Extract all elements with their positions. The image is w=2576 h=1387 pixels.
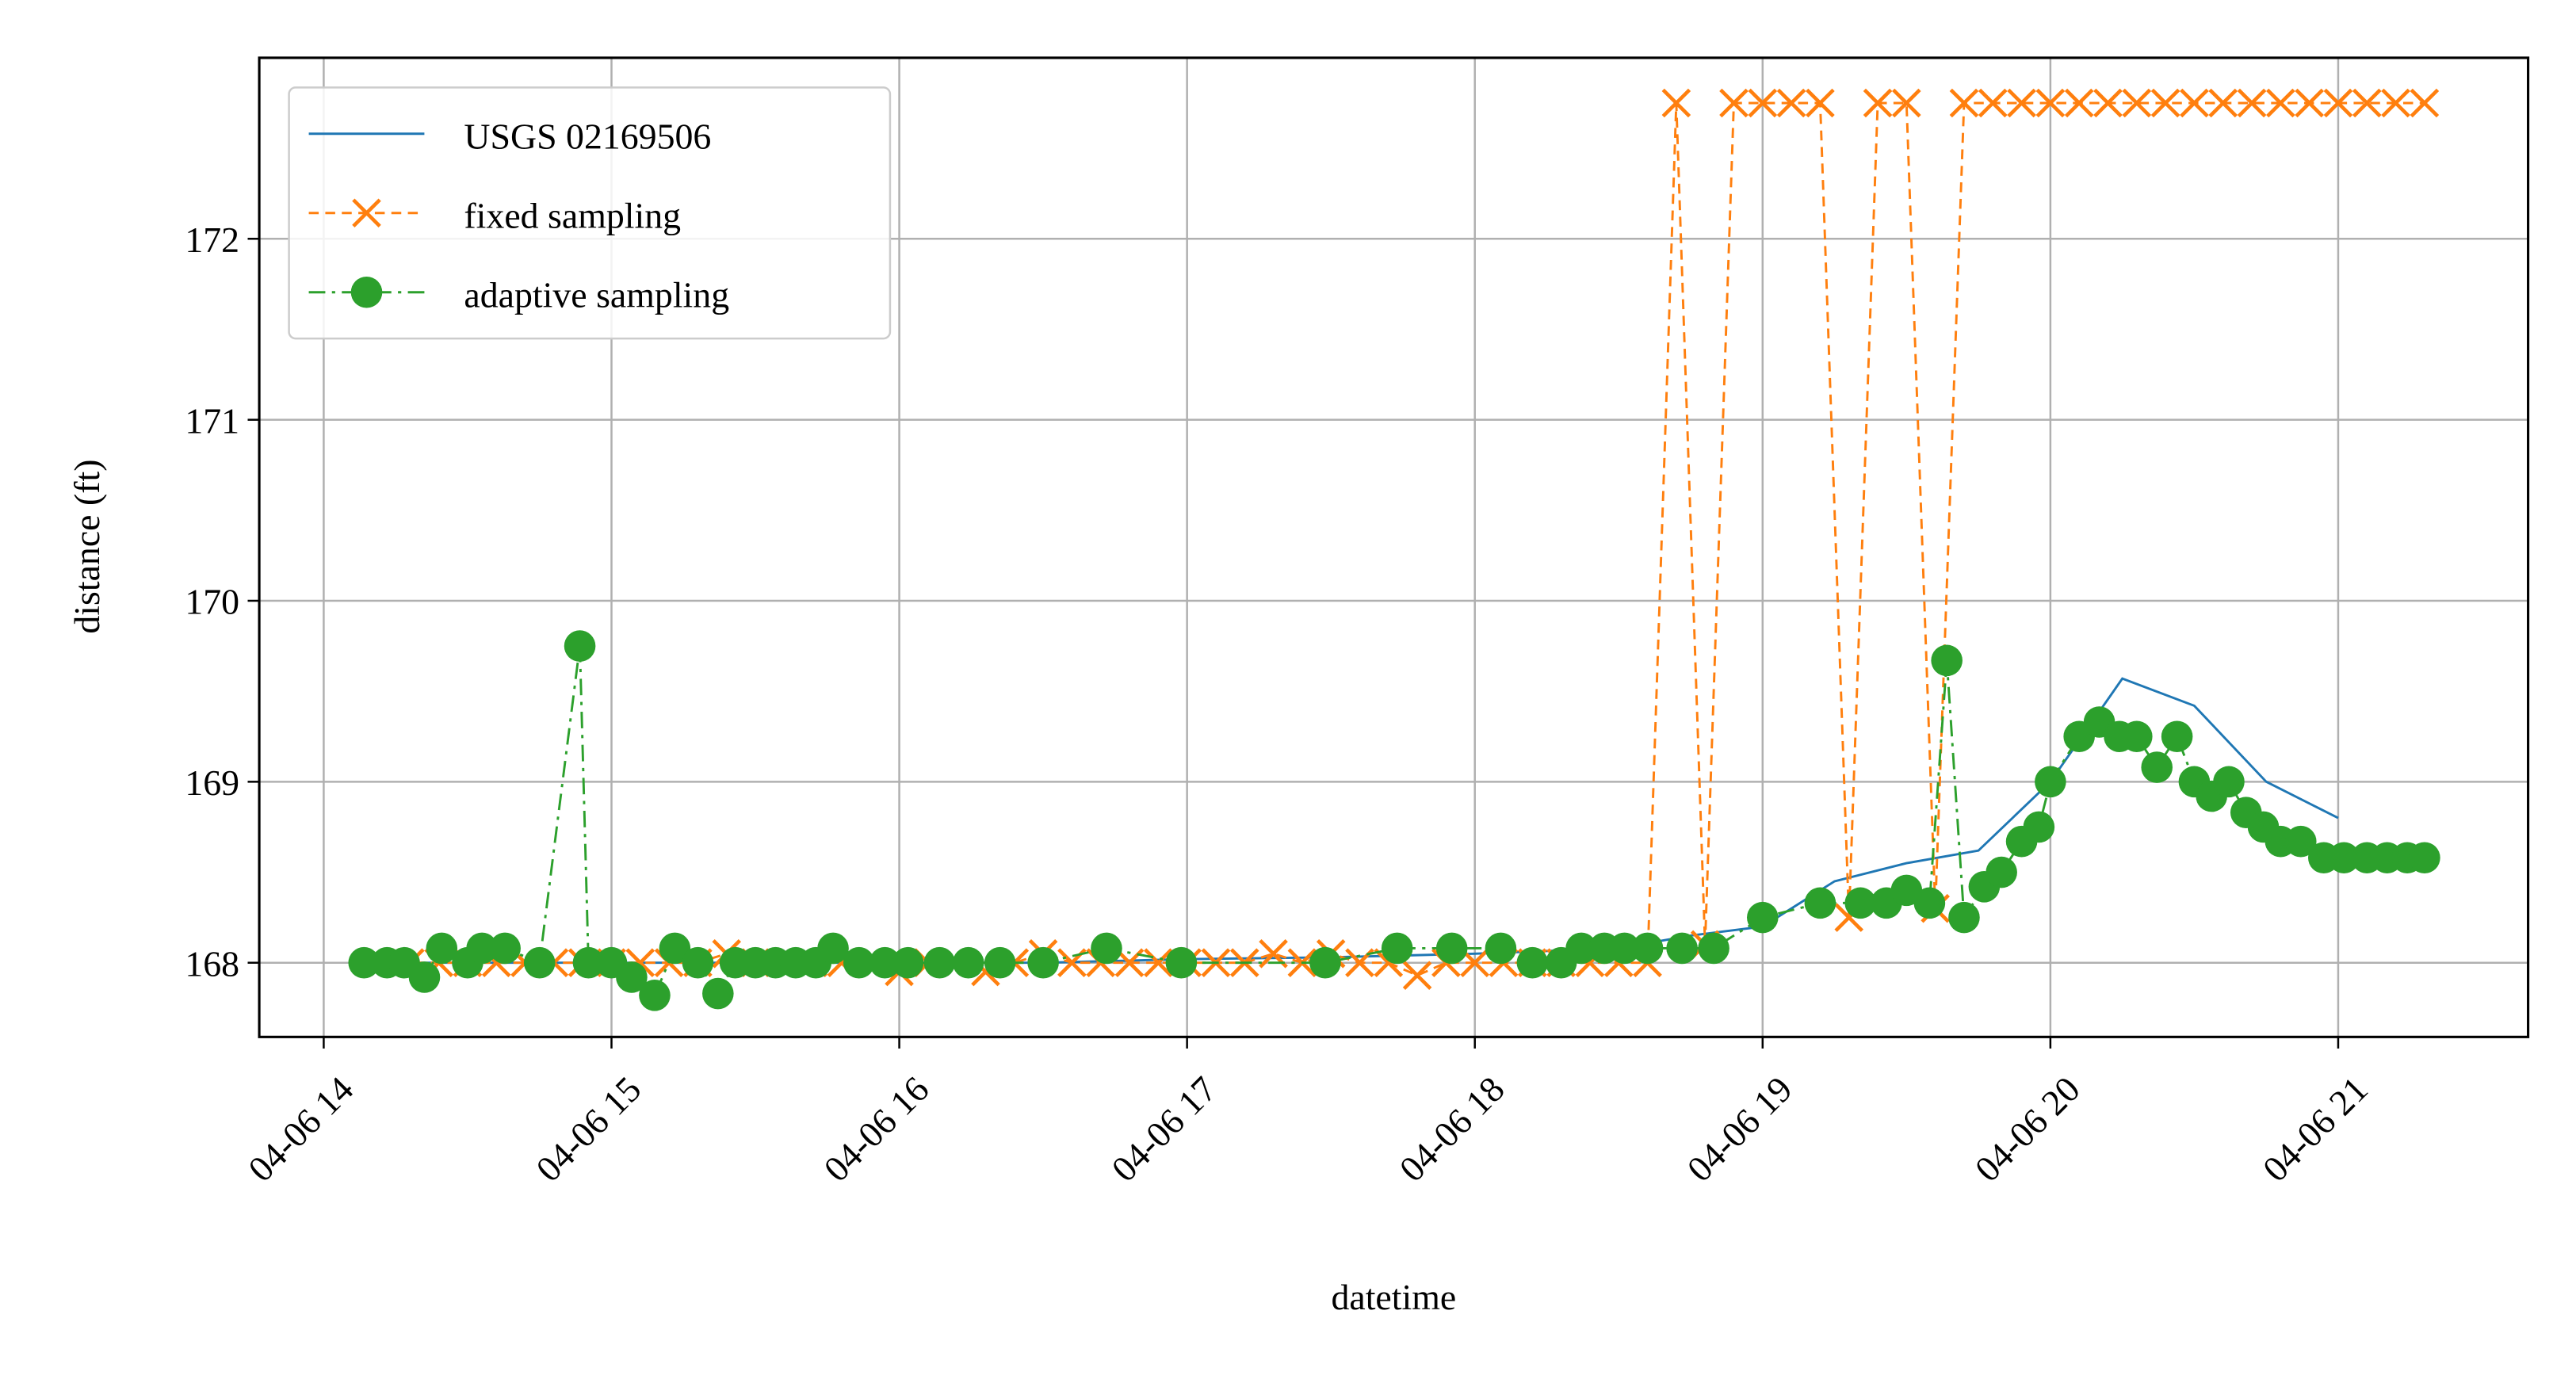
marker-x bbox=[2266, 88, 2295, 118]
marker-dot bbox=[2141, 751, 2173, 783]
marker-dot bbox=[1913, 887, 1946, 919]
marker-dot bbox=[426, 932, 458, 965]
legend-label: adaptive sampling bbox=[464, 275, 729, 315]
marker-dot bbox=[1565, 932, 1597, 965]
marker-dot bbox=[892, 946, 924, 979]
marker-x bbox=[2035, 88, 2066, 118]
marker-dot bbox=[1516, 946, 1549, 979]
marker-dot bbox=[923, 946, 956, 979]
marker-dot bbox=[564, 630, 596, 662]
marker-dot bbox=[466, 932, 498, 965]
marker-dot bbox=[1890, 874, 1923, 907]
y-axis-label: distance (ft) bbox=[67, 460, 107, 634]
marker-dot bbox=[1931, 644, 1963, 677]
marker-dot bbox=[869, 946, 901, 979]
marker-dot bbox=[639, 980, 671, 1011]
marker-x bbox=[1806, 88, 1835, 118]
marker-x bbox=[2381, 88, 2410, 118]
marker-x bbox=[1144, 948, 1173, 977]
marker-x bbox=[2410, 88, 2440, 118]
marker-x bbox=[2323, 88, 2353, 118]
marker-dot bbox=[659, 932, 691, 965]
marker-x bbox=[2093, 88, 2123, 118]
marker-dot bbox=[682, 946, 714, 979]
marker-dot bbox=[2023, 811, 2055, 843]
marker-dot bbox=[350, 276, 383, 308]
plot-area bbox=[348, 88, 2440, 1011]
marker-dot bbox=[1666, 932, 1698, 965]
marker-dot bbox=[1435, 932, 1468, 965]
marker-x bbox=[1892, 88, 1921, 118]
marker-dot bbox=[2213, 766, 2245, 798]
y-tick-label: 168 bbox=[185, 943, 239, 984]
marker-x bbox=[1661, 88, 1691, 118]
marker-dot bbox=[1631, 932, 1664, 965]
marker-x bbox=[1949, 88, 1979, 118]
axes-frame bbox=[258, 56, 2530, 1038]
marker-dot bbox=[843, 946, 875, 979]
marker-dot bbox=[2409, 842, 2440, 874]
marker-dot bbox=[348, 946, 380, 979]
marker-dot bbox=[489, 932, 521, 965]
marker-dot bbox=[1309, 946, 1341, 979]
x-axis-label: datetime bbox=[1331, 1277, 1456, 1317]
legend-box bbox=[288, 86, 892, 340]
marker-x bbox=[1748, 88, 1778, 118]
y-tick-label: 170 bbox=[185, 582, 239, 622]
marker-x bbox=[2295, 88, 2324, 118]
marker-dot bbox=[408, 961, 441, 993]
marker-dot bbox=[1986, 856, 2017, 888]
y-tick-label: 171 bbox=[185, 400, 239, 441]
marker-x bbox=[352, 198, 381, 228]
marker-x bbox=[1978, 88, 2008, 118]
marker-dot bbox=[984, 946, 1016, 979]
marker-x bbox=[2150, 88, 2180, 118]
marker-dot bbox=[1804, 887, 1836, 919]
marker-dot bbox=[1381, 932, 1413, 965]
marker-dot bbox=[1747, 901, 1779, 934]
marker-dot bbox=[1165, 946, 1198, 979]
marker-dot bbox=[2161, 720, 2193, 753]
legend-label: fixed sampling bbox=[464, 196, 681, 236]
marker-dot bbox=[1698, 932, 1729, 965]
marker-x bbox=[2007, 88, 2036, 118]
marker-dot bbox=[1027, 946, 1059, 979]
marker-dot bbox=[2035, 766, 2066, 798]
marker-dot bbox=[523, 946, 556, 979]
marker-dot bbox=[1844, 887, 1877, 919]
marker-x bbox=[1719, 88, 1749, 118]
marker-x bbox=[1402, 961, 1432, 990]
marker-dot bbox=[1485, 932, 1517, 965]
marker-x bbox=[2208, 88, 2238, 118]
marker-dot bbox=[1948, 901, 1980, 934]
marker-dot bbox=[2121, 720, 2153, 753]
marker-dot bbox=[616, 961, 648, 993]
marker-dot bbox=[1608, 932, 1641, 965]
marker-x bbox=[2122, 88, 2152, 118]
y-tick-label: 172 bbox=[185, 220, 239, 260]
marker-x bbox=[1776, 88, 1806, 118]
marker-dot bbox=[2328, 842, 2360, 874]
marker-x bbox=[1863, 88, 1893, 118]
legend: USGS 02169506 fixed sampling adaptive samp… bbox=[288, 86, 892, 340]
marker-dot bbox=[572, 946, 605, 979]
marker-x bbox=[2180, 88, 2209, 118]
marker-dot bbox=[2284, 825, 2317, 858]
legend-label: USGS 02169506 bbox=[464, 117, 711, 157]
marker-x bbox=[2064, 88, 2094, 118]
marker-dot bbox=[702, 977, 734, 1010]
marker-dot bbox=[952, 946, 984, 979]
marker-dot bbox=[1091, 932, 1122, 965]
marker-x bbox=[2352, 88, 2382, 118]
y-tick-label: 169 bbox=[185, 762, 239, 803]
marker-x bbox=[2237, 88, 2267, 118]
marker-dot bbox=[817, 932, 849, 965]
